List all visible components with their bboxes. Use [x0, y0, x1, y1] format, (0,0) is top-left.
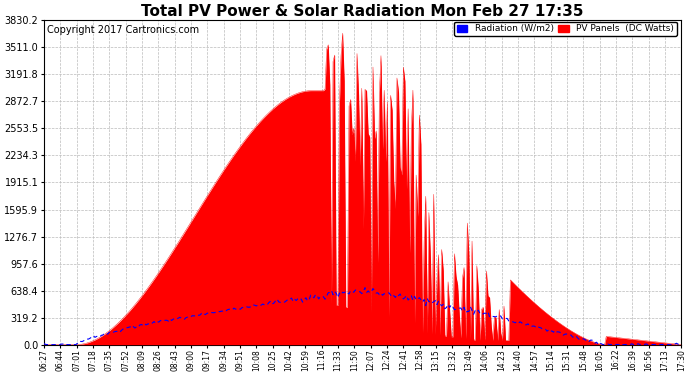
Legend: Radiation (W/m2), PV Panels  (DC Watts): Radiation (W/m2), PV Panels (DC Watts)	[454, 22, 677, 36]
Title: Total PV Power & Solar Radiation Mon Feb 27 17:35: Total PV Power & Solar Radiation Mon Feb…	[141, 4, 584, 19]
Text: Copyright 2017 Cartronics.com: Copyright 2017 Cartronics.com	[47, 25, 199, 35]
